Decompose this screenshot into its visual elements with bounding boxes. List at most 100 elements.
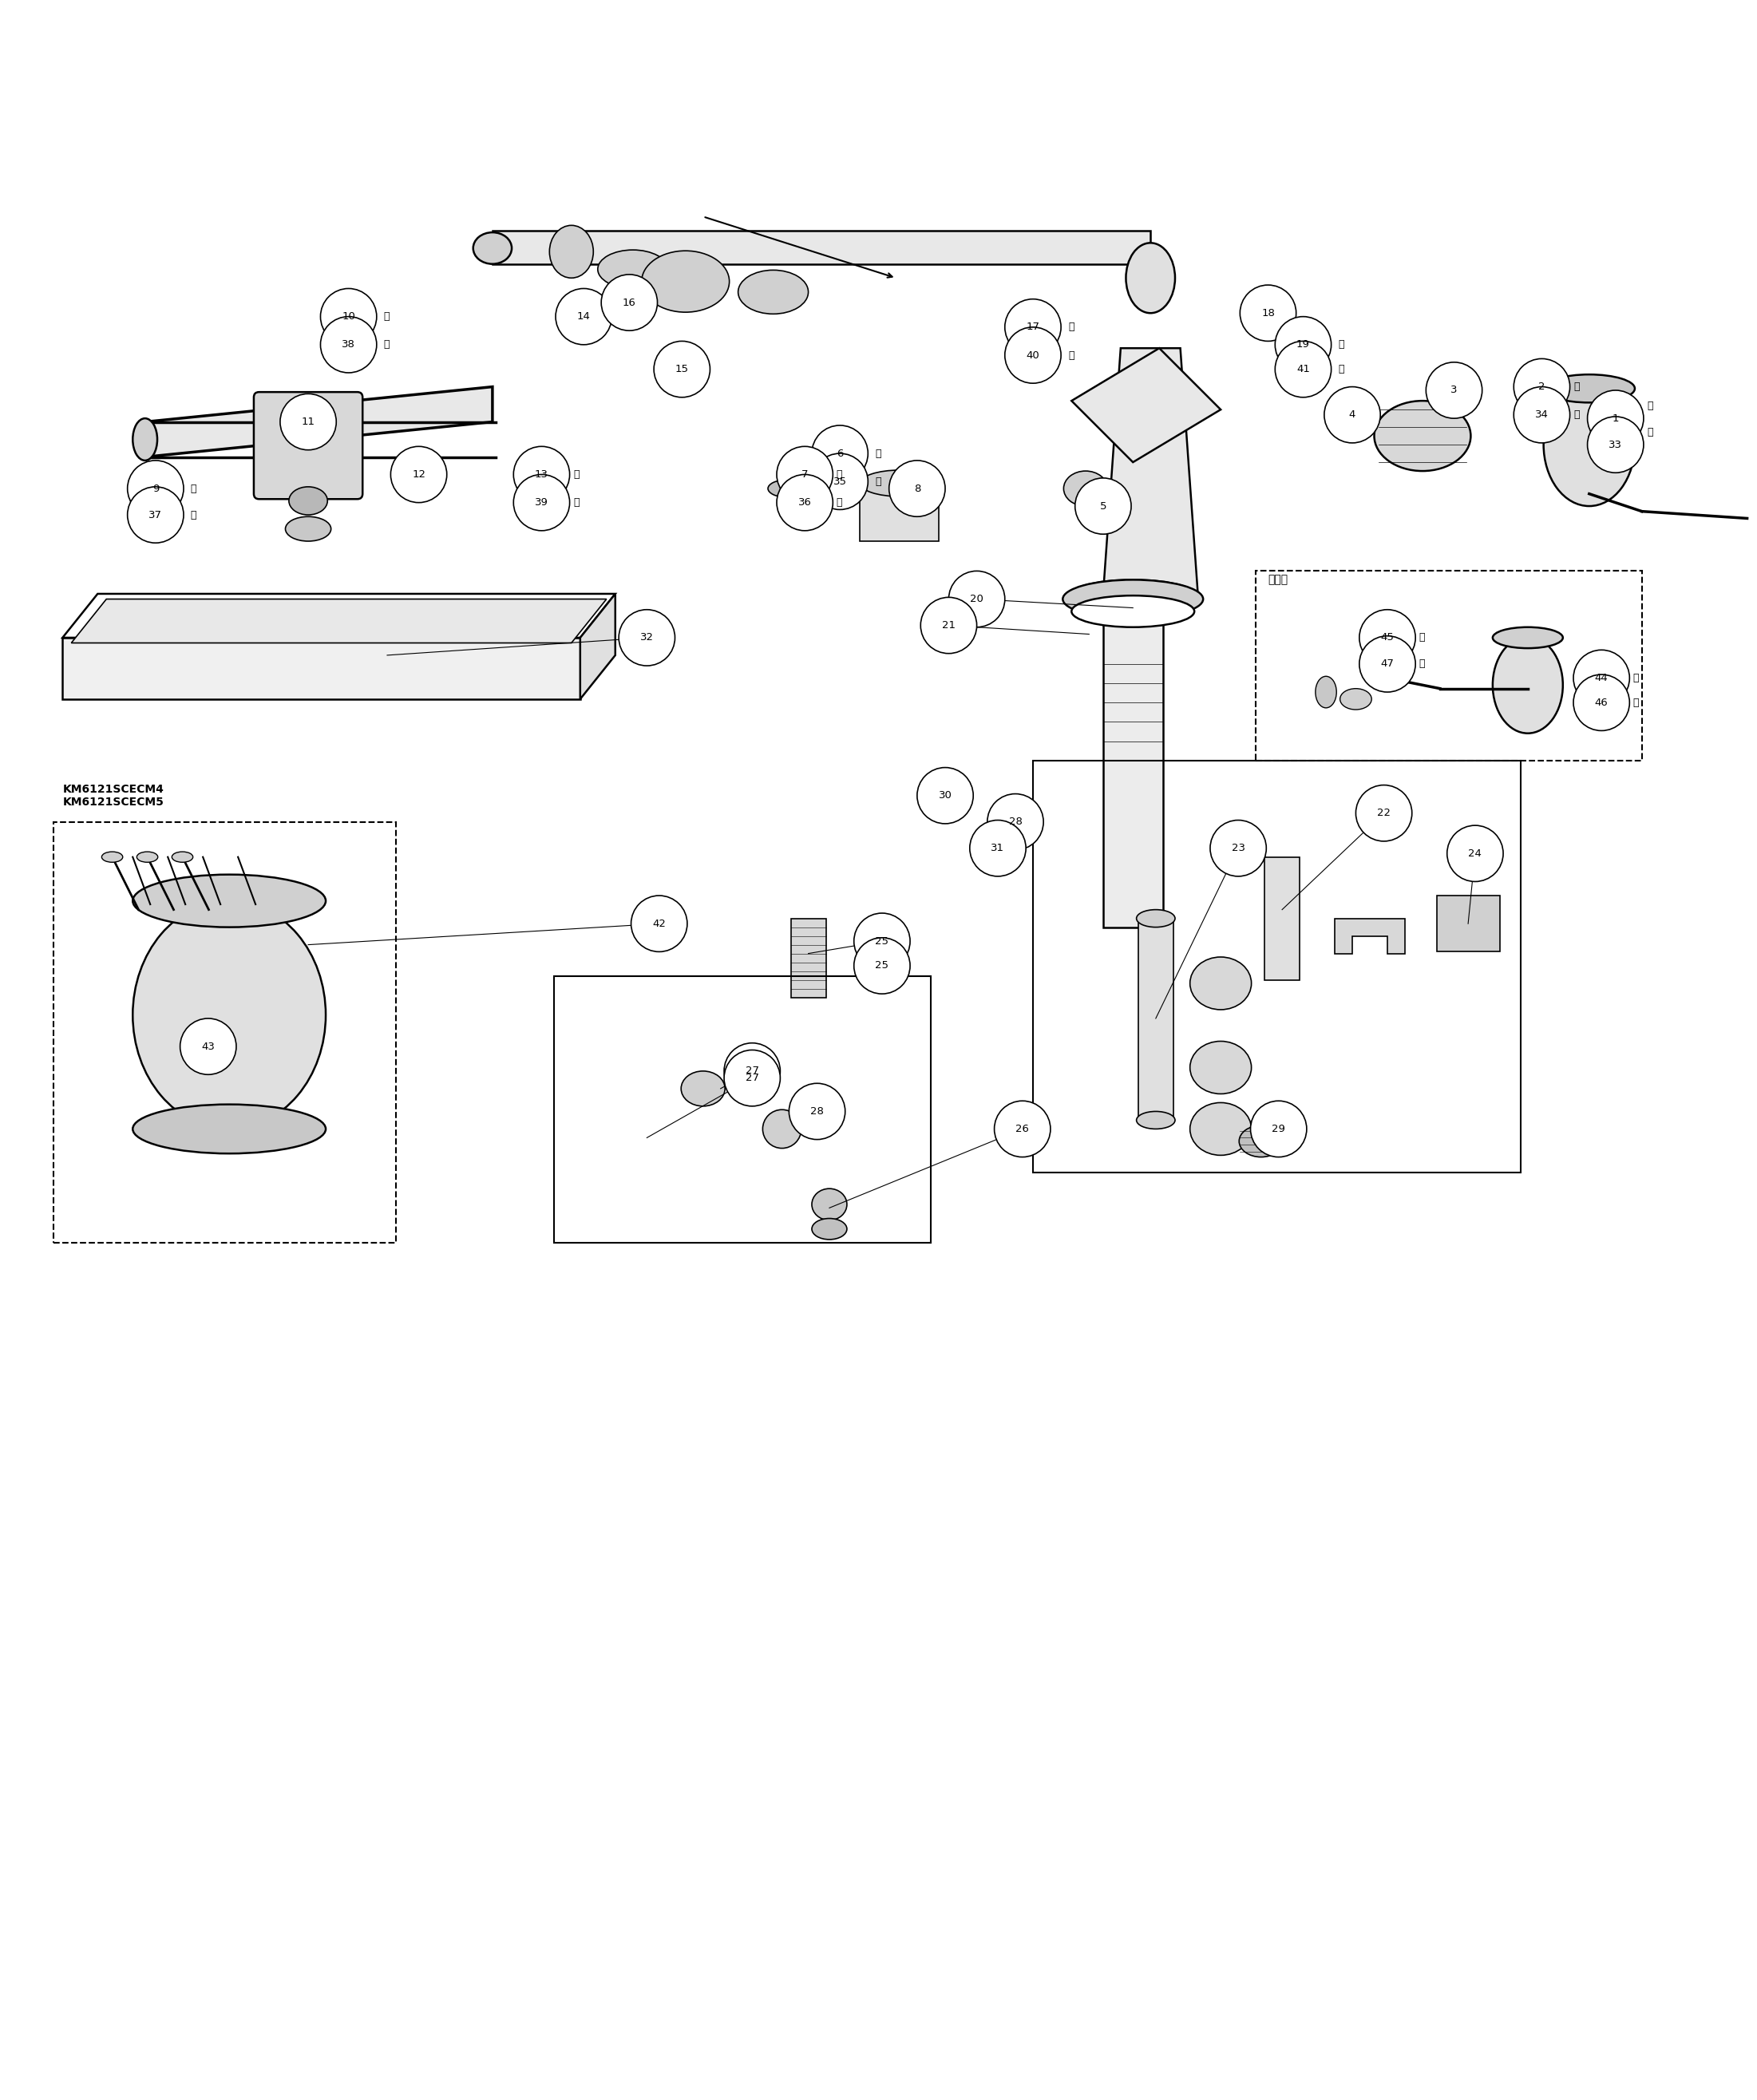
Ellipse shape [768,479,806,498]
Text: 白: 白 [190,483,197,493]
Polygon shape [1072,349,1221,462]
Circle shape [320,288,376,344]
Text: 44: 44 [1595,672,1608,682]
Text: 7: 7 [801,468,808,479]
Circle shape [555,288,611,344]
Circle shape [1075,479,1132,533]
Text: 32: 32 [640,632,654,643]
Circle shape [1574,651,1629,706]
Ellipse shape [1341,689,1372,710]
Text: 黒: 黒 [1420,659,1425,670]
Ellipse shape [102,853,123,863]
Ellipse shape [134,1105,325,1153]
FancyBboxPatch shape [1437,895,1500,951]
Ellipse shape [1493,636,1564,733]
Text: 8: 8 [914,483,921,493]
Ellipse shape [1316,676,1337,708]
Text: 21: 21 [942,620,956,630]
Circle shape [921,596,977,653]
Text: 1: 1 [1613,414,1618,424]
Text: 22: 22 [1377,808,1390,819]
Ellipse shape [812,1218,847,1239]
Text: 46: 46 [1595,697,1608,708]
Text: 6: 6 [836,447,843,458]
Text: 11: 11 [302,416,315,426]
Text: 23: 23 [1232,842,1246,853]
Text: 白: 白 [836,468,842,479]
Circle shape [601,275,657,330]
Text: 白: 白 [1068,321,1074,332]
Text: 黒: 黒 [383,340,390,351]
Text: 43: 43 [202,1042,214,1052]
Text: 33: 33 [1609,439,1622,449]
Polygon shape [1265,857,1300,981]
Text: 9: 9 [153,483,158,493]
Text: 白: 白 [875,447,880,458]
Text: 20: 20 [970,594,984,605]
Circle shape [1587,416,1643,472]
Polygon shape [791,918,826,997]
Circle shape [1587,391,1643,447]
Circle shape [889,460,945,517]
Text: 27: 27 [745,1067,759,1075]
Text: 3: 3 [1451,384,1458,395]
Text: 黒: 黒 [836,498,842,508]
Text: 26: 26 [1016,1124,1030,1134]
Text: 45: 45 [1381,632,1393,643]
Text: 25: 25 [875,937,889,947]
Circle shape [1360,609,1416,666]
Circle shape [1427,361,1483,418]
Text: 黒: 黒 [1339,363,1344,374]
Ellipse shape [137,853,158,863]
Circle shape [1325,386,1381,443]
Text: 16: 16 [622,298,636,309]
Text: 5: 5 [1100,502,1107,510]
Circle shape [777,447,833,502]
Text: 10: 10 [343,311,355,321]
Text: 29: 29 [1272,1124,1286,1134]
Circle shape [917,766,973,823]
Ellipse shape [1189,1102,1251,1155]
Text: 14: 14 [576,311,590,321]
Text: 旧仕様: 旧仕様 [1269,573,1288,586]
Circle shape [631,895,687,951]
Circle shape [1251,1100,1307,1157]
Text: 18: 18 [1262,309,1276,319]
Circle shape [777,475,833,531]
Polygon shape [1103,594,1163,928]
Polygon shape [492,231,1151,265]
Circle shape [724,1044,780,1098]
Text: 白: 白 [1339,340,1344,351]
Circle shape [994,1100,1051,1157]
Circle shape [970,821,1026,876]
Circle shape [181,1018,235,1075]
Circle shape [789,1084,845,1140]
Text: 37: 37 [149,510,162,521]
Text: 4: 4 [1349,410,1356,420]
Text: 白: 白 [1420,632,1425,643]
Circle shape [1276,340,1332,397]
Text: 38: 38 [343,340,355,351]
Text: 28: 28 [810,1107,824,1117]
Ellipse shape [812,1189,847,1220]
Text: 黒: 黒 [875,477,880,487]
Ellipse shape [1374,401,1471,470]
Polygon shape [1335,918,1406,953]
Circle shape [1515,386,1571,443]
Ellipse shape [1493,628,1564,649]
Polygon shape [146,386,492,458]
Text: 黒: 黒 [1574,410,1580,420]
Ellipse shape [1066,580,1198,615]
Circle shape [1574,674,1629,731]
Ellipse shape [550,225,594,277]
Ellipse shape [1063,470,1107,506]
Ellipse shape [1239,1126,1283,1157]
Circle shape [987,794,1044,850]
Circle shape [1240,286,1297,340]
Ellipse shape [1544,384,1634,506]
Text: 白: 白 [573,468,580,479]
Text: 35: 35 [833,477,847,487]
Text: 40: 40 [1026,351,1040,361]
Circle shape [812,454,868,510]
Circle shape [513,475,569,531]
